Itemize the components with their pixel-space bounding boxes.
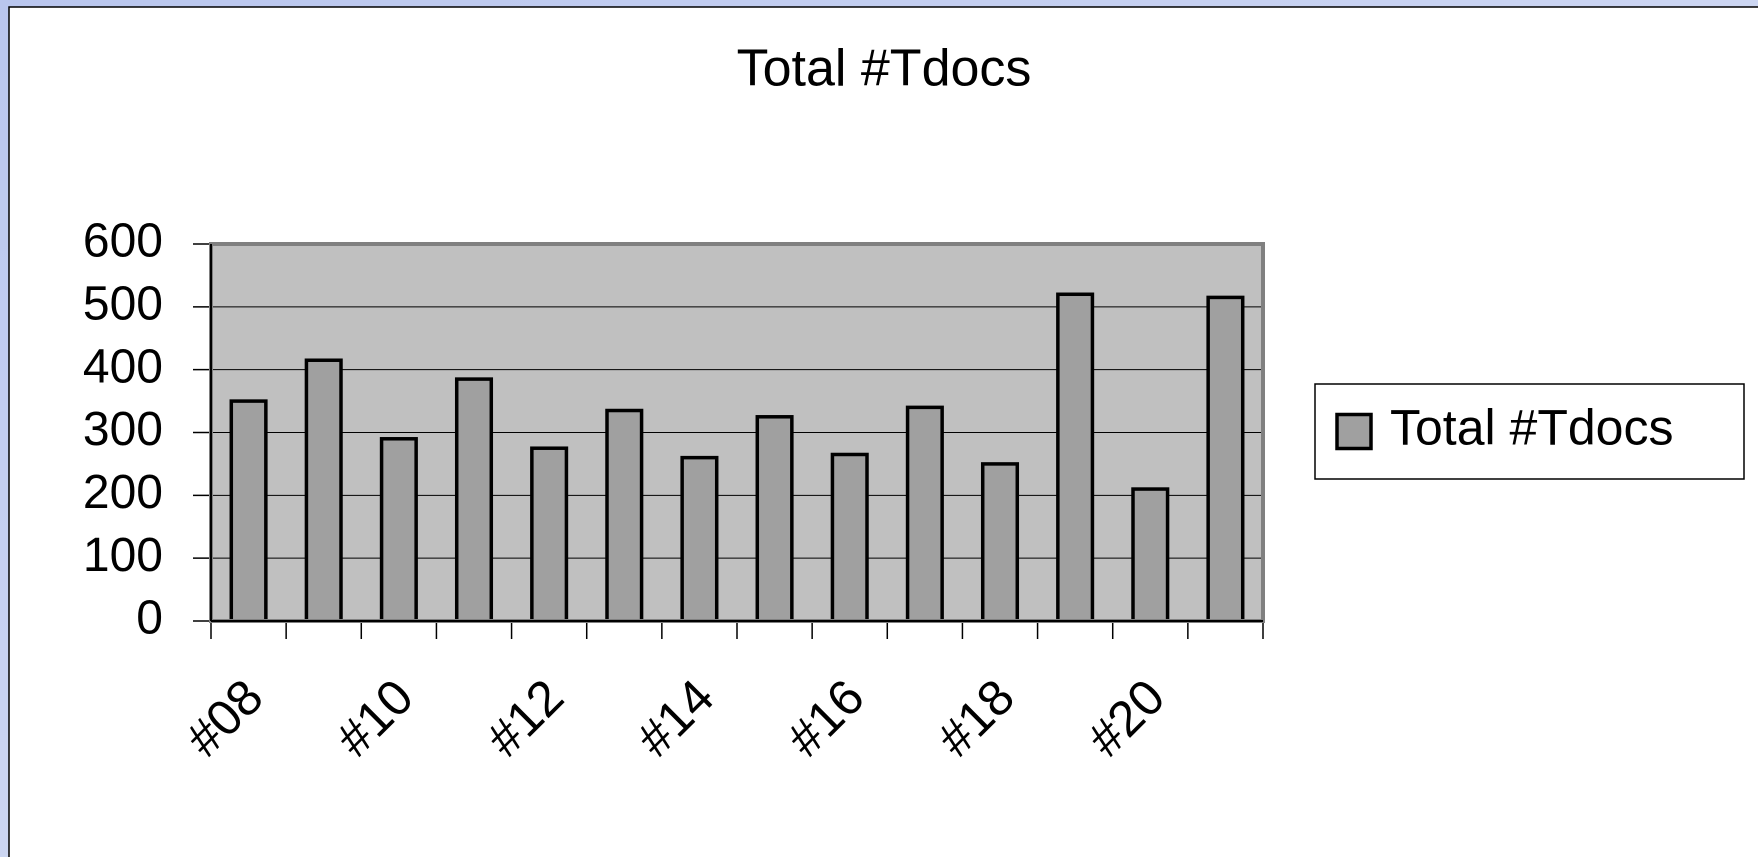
y-tick-label: 600 <box>83 215 163 268</box>
bar <box>1056 292 1095 623</box>
bar <box>605 408 644 623</box>
bar <box>379 437 418 623</box>
y-tick-label: 200 <box>83 466 163 519</box>
y-tick-label: 300 <box>83 403 163 456</box>
bar <box>905 405 944 623</box>
y-tick-label: 0 <box>136 592 163 645</box>
legend-label: Total #Tdocs <box>1390 400 1673 456</box>
bar <box>980 462 1020 623</box>
bar <box>530 446 569 623</box>
legend-box <box>1314 383 1745 480</box>
y-tick-label: 400 <box>83 340 163 393</box>
bar <box>680 455 719 623</box>
bar <box>1131 487 1170 623</box>
y-tick-label: 500 <box>83 278 163 331</box>
bar <box>830 452 869 623</box>
bar <box>304 358 343 623</box>
bar <box>229 399 268 623</box>
bar <box>1206 295 1245 623</box>
y-tick-label: 100 <box>83 529 163 582</box>
chart-title: Total #Tdocs <box>737 40 1032 98</box>
legend-swatch <box>1335 412 1373 451</box>
bar <box>454 377 494 623</box>
bar <box>755 415 794 623</box>
